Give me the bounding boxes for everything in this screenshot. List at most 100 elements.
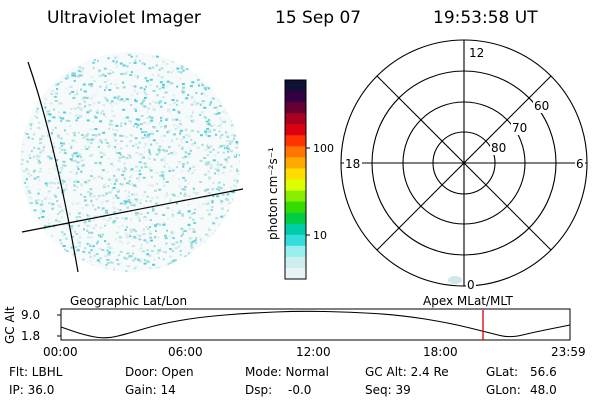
emission-speckle	[77, 69, 81, 72]
emission-speckle	[142, 99, 146, 102]
emission-speckle	[190, 246, 194, 249]
emission-speckle	[166, 85, 169, 88]
emission-speckle	[118, 236, 122, 239]
emission-speckle	[145, 200, 148, 203]
emission-speckle	[158, 68, 161, 71]
emission-speckle	[168, 170, 172, 172]
colorbar-band	[285, 179, 306, 192]
emission-speckle	[147, 184, 151, 187]
emission-speckle	[83, 199, 87, 202]
emission-speckle	[148, 149, 151, 152]
emission-speckle	[93, 219, 95, 222]
emission-speckle	[106, 99, 109, 102]
emission-speckle	[100, 141, 103, 144]
emission-speckle	[182, 136, 185, 139]
emission-speckle	[73, 107, 77, 110]
emission-speckle	[101, 169, 105, 172]
emission-speckle	[115, 129, 119, 132]
emission-speckle	[171, 213, 174, 216]
emission-speckle	[211, 206, 214, 208]
emission-speckle	[222, 120, 226, 123]
emission-speckle	[149, 169, 153, 172]
emission-speckle	[148, 115, 151, 118]
emission-speckle	[60, 81, 63, 83]
emission-speckle	[177, 110, 181, 113]
emission-speckle	[129, 140, 133, 143]
emission-speckle	[183, 185, 187, 188]
emission-speckle	[106, 79, 110, 82]
emission-speckle	[205, 94, 208, 97]
emission-speckle	[72, 152, 76, 155]
emission-speckle	[148, 151, 151, 154]
emission-speckle	[160, 122, 163, 125]
emission-speckle	[39, 204, 43, 207]
emission-speckle	[163, 125, 167, 128]
emission-speckle	[175, 125, 178, 127]
emission-speckle	[104, 224, 106, 227]
emission-speckle	[208, 178, 212, 181]
y-tick-label-1-8: 1.8	[21, 329, 40, 343]
emission-speckle	[89, 255, 92, 258]
emission-speckle	[148, 254, 152, 257]
emission-speckle	[53, 142, 55, 145]
emission-speckle	[92, 61, 96, 64]
emission-speckle	[169, 248, 172, 250]
emission-speckle	[125, 116, 129, 119]
colorbar-band	[285, 212, 306, 225]
emission-speckle	[91, 263, 95, 266]
emission-speckle	[113, 96, 117, 99]
emission-speckle	[194, 208, 197, 211]
emission-speckle	[38, 170, 42, 173]
emission-speckle	[134, 137, 138, 140]
emission-speckle	[146, 260, 150, 263]
emission-speckle	[121, 217, 125, 219]
emission-speckle	[113, 211, 116, 214]
emission-speckle	[178, 210, 181, 213]
emission-speckle	[60, 216, 63, 219]
emission-speckle	[170, 71, 173, 74]
emission-speckle	[95, 91, 98, 94]
emission-speckle	[163, 177, 166, 180]
emission-speckle	[198, 84, 201, 87]
emission-speckle	[132, 125, 135, 128]
emission-speckle	[219, 119, 222, 122]
emission-speckle	[114, 102, 118, 105]
emission-speckle	[120, 183, 124, 186]
emission-speckle	[217, 186, 221, 189]
emission-speckle	[165, 163, 169, 165]
emission-speckle	[137, 146, 140, 149]
emission-speckle	[193, 101, 197, 104]
emission-speckle	[125, 157, 129, 160]
emission-speckle	[200, 111, 204, 114]
emission-speckle	[149, 231, 152, 234]
emission-speckle	[170, 152, 174, 154]
emission-speckle	[191, 252, 194, 255]
emission-speckle	[214, 167, 217, 170]
emission-speckle	[161, 174, 165, 177]
emission-speckle	[105, 170, 109, 173]
emission-speckle	[191, 143, 194, 146]
emission-speckle	[73, 79, 76, 82]
emission-speckle	[114, 148, 117, 151]
emission-speckle	[107, 246, 111, 248]
emission-speckle	[30, 124, 32, 127]
emission-speckle	[134, 230, 138, 233]
emission-speckle	[79, 236, 82, 239]
emission-speckle	[160, 67, 164, 70]
emission-speckle	[108, 89, 112, 91]
emission-speckle	[236, 181, 239, 184]
emission-speckle	[134, 257, 137, 260]
emission-speckle	[167, 166, 171, 168]
emission-speckle	[221, 171, 225, 174]
emission-speckle	[142, 176, 146, 179]
emission-speckle	[80, 134, 84, 136]
emission-speckle	[119, 134, 123, 137]
emission-speckle	[51, 90, 55, 92]
emission-speckle	[123, 100, 126, 103]
emission-speckle	[112, 128, 114, 131]
emission-speckle	[121, 174, 125, 176]
emission-speckle	[52, 116, 56, 119]
emission-speckle	[95, 224, 98, 227]
emission-speckle	[146, 253, 150, 256]
emission-speckle	[51, 150, 54, 153]
